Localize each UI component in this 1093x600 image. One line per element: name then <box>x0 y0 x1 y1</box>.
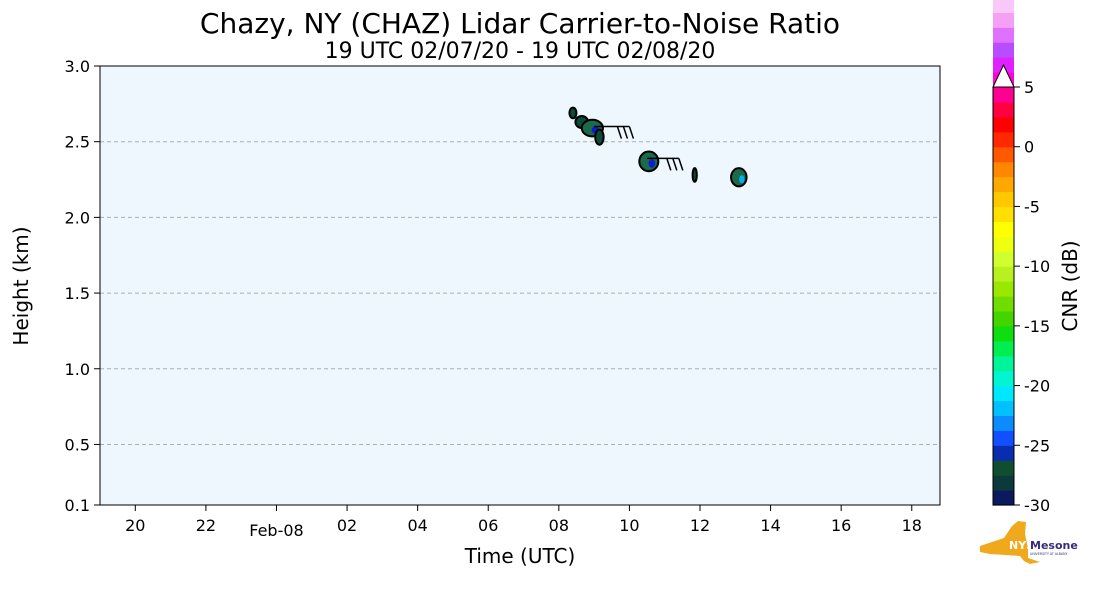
colorbar-tick-label: -5 <box>1024 197 1040 216</box>
colorbar-swatch <box>993 251 1014 267</box>
colorbar-swatch <box>993 221 1014 237</box>
colorbar-tick-label: 0 <box>1024 138 1034 157</box>
y-tick-label: 0.1 <box>65 496 90 515</box>
x-tick-label: 10 <box>619 516 639 535</box>
colorbar-swatch <box>993 236 1014 252</box>
x-tick-label: 08 <box>549 516 569 535</box>
cnr-contour-core <box>739 175 745 184</box>
colorbar-swatch <box>993 385 1014 402</box>
colorbar-swatch <box>993 445 1014 461</box>
colorbar: 5 0 -5 -10 -15 -20 -25 -30 <box>992 0 1050 515</box>
wind-barb-flag <box>616 126 623 139</box>
y-tick-label: 2.5 <box>65 133 90 152</box>
x-axis-label: Time (UTC) <box>464 544 576 568</box>
colorbar-frame <box>992 86 1015 506</box>
colorbar-label: CNR (dB) <box>1058 240 1082 331</box>
plot-frame <box>99 65 941 506</box>
plot-background <box>100 66 940 505</box>
y-tick-label: 1.5 <box>65 284 90 303</box>
y-tick-label: 3.0 <box>65 57 90 76</box>
cnr-contour-feature <box>594 128 605 146</box>
wind-barb-flag <box>622 126 629 139</box>
colorbar-swatch <box>993 490 1014 506</box>
colorbar-swatch <box>993 325 1014 342</box>
colorbar-swatch <box>993 206 1014 222</box>
x-tick-label: 22 <box>196 516 216 535</box>
colorbar-swatch <box>993 370 1014 387</box>
colorbar-tick-label: -25 <box>1024 436 1050 455</box>
colorbar-swatch <box>993 281 1014 297</box>
colorbar-swatch <box>993 191 1014 208</box>
x-tick-label: 14 <box>760 516 780 535</box>
y-axis-label: Height (km) <box>9 226 33 345</box>
wind-barb-flag <box>666 158 672 171</box>
colorbar-swatch <box>993 340 1014 357</box>
cnr-contour-feature <box>638 150 660 173</box>
colorbar-swatch <box>993 355 1014 372</box>
colorbar-swatch <box>993 400 1014 417</box>
y-tick-label: 2.0 <box>65 208 90 227</box>
cnr-contour-core <box>648 158 656 168</box>
x-tick-label: 02 <box>337 516 357 535</box>
colorbar-tick-label: -10 <box>1024 257 1050 276</box>
colorbar-swatch <box>993 266 1014 282</box>
colorbar-swatch <box>993 116 1014 133</box>
ny-state-shape <box>980 521 1040 564</box>
plot-area: 20 22 Feb-08 02 04 06 08 10 12 14 16 18 0.1 0.5 1.0 1.5… <box>65 57 941 540</box>
colorbar-tick-label: -30 <box>1024 496 1050 515</box>
wind-barb-flag <box>672 158 678 171</box>
colorbar-swatch <box>993 460 1014 476</box>
colorbar-swatch <box>993 12 1014 28</box>
colorbar-swatch <box>993 131 1014 148</box>
colorbar-swatch <box>993 310 1014 327</box>
wind-barb-flag <box>628 126 635 139</box>
colorbar-swatch <box>993 87 1014 103</box>
colorbar-tick-label: -20 <box>1024 377 1050 396</box>
colorbar-swatch <box>993 0 1014 13</box>
x-tick-label: 06 <box>478 516 498 535</box>
x-tick-label: 12 <box>690 516 710 535</box>
x-tick-label: Feb-08 <box>249 521 303 540</box>
colorbar-swatch <box>993 415 1014 431</box>
cnr-contour-feature <box>691 167 698 183</box>
colorbar-tick-label: 5 <box>1024 78 1034 97</box>
x-tick-label: 04 <box>407 516 427 535</box>
colorbar-swatch <box>993 161 1014 178</box>
x-tick-label: 18 <box>902 516 922 535</box>
colorbar-swatch <box>993 475 1014 491</box>
chart-title: Chazy, NY (CHAZ) Lidar Carrier-to-Noise … <box>200 7 840 40</box>
colorbar-swatch <box>993 101 1014 118</box>
cnr-contour-feature <box>568 106 578 120</box>
cnr-contour-feature <box>730 167 748 188</box>
logo-text-nys: NYS <box>1009 539 1034 552</box>
y-tick-label: 0.5 <box>65 435 90 454</box>
chart-subtitle: 19 UTC 02/07/20 - 19 UTC 02/08/20 <box>325 39 716 64</box>
logo-text-university: UNIVERSITY AT ALBANY <box>1030 552 1068 556</box>
nys-mesonet-logo: NYS Mesonet UNIVERSITY AT ALBANY <box>980 521 1078 564</box>
x-tick-label: 16 <box>831 516 851 535</box>
colorbar-tick-label: -15 <box>1024 317 1050 336</box>
colorbar-swatch <box>993 296 1014 312</box>
y-tick-label: 1.0 <box>65 360 90 379</box>
colorbar-swatch <box>993 27 1014 43</box>
colorbar-swatch <box>993 176 1014 193</box>
logo-text-mesonet: Mesonet <box>1030 539 1078 552</box>
x-tick-label: 20 <box>125 516 145 535</box>
colorbar-swatch <box>993 146 1014 163</box>
wind-barb-flag <box>678 158 684 171</box>
colorbar-swatch <box>993 430 1014 446</box>
colorbar-swatch <box>993 42 1014 58</box>
